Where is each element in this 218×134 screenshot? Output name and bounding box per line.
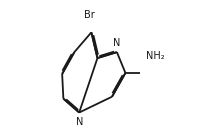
Text: Br: Br: [83, 10, 94, 20]
Text: N: N: [75, 118, 83, 127]
Text: NH₂: NH₂: [146, 51, 165, 61]
Text: N: N: [113, 38, 121, 48]
